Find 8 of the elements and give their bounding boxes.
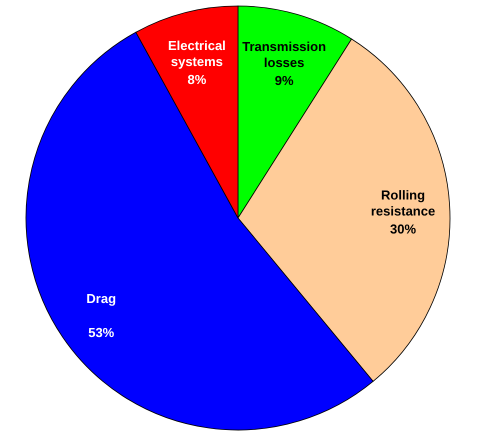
slice-label: Transmission losses (242, 39, 326, 70)
data-label: 8% (187, 72, 207, 87)
data-label: 53% (88, 324, 115, 340)
data-label: 9% (274, 73, 294, 88)
slice-label: Electrical systems (168, 38, 226, 69)
slice-label: Rolling resistance (370, 188, 436, 219)
data-label: 30% (390, 222, 416, 237)
slice-label: Drag (86, 290, 116, 306)
